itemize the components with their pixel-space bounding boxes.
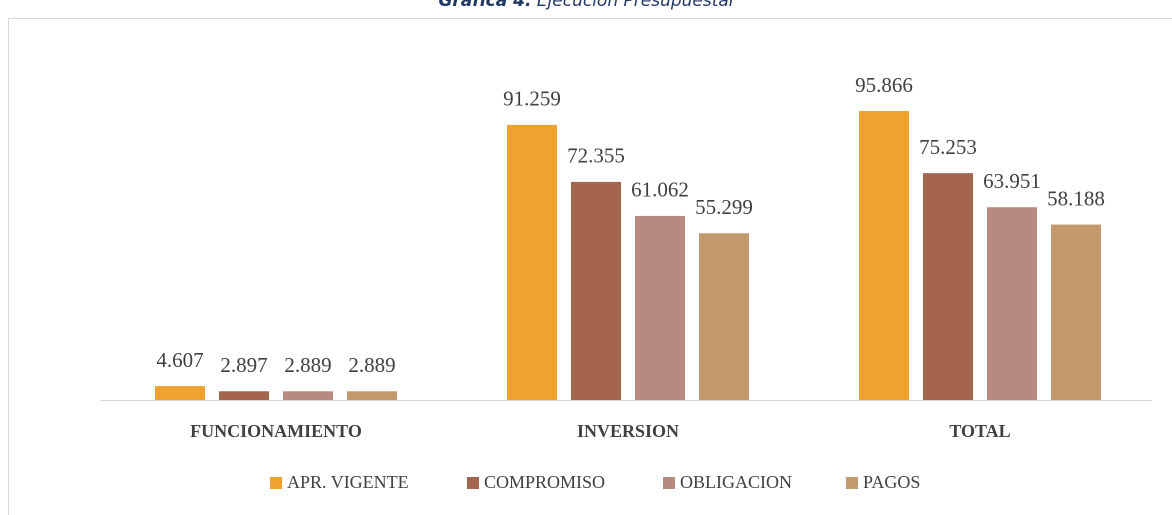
x-tick-label: TOTAL (949, 421, 1010, 441)
data-label: 4.607 (156, 348, 203, 372)
title-prefix: Gráfica 4. (438, 0, 531, 11)
title-text: Ejecución Presupuestal (537, 0, 734, 11)
legend-label: COMPROMISO (484, 472, 605, 492)
data-label: 91.259 (503, 87, 561, 111)
data-label: 95.866 (855, 73, 913, 97)
x-tick-label: FUNCIONAMIENTO (190, 421, 362, 441)
bar (635, 215, 685, 400)
bar (923, 173, 973, 400)
data-label: 72.355 (567, 144, 625, 168)
data-label: 2.897 (220, 353, 267, 377)
bar (571, 181, 621, 400)
legend-swatch (846, 477, 858, 489)
legend-swatch (270, 477, 282, 489)
data-label: 2.889 (284, 353, 331, 377)
bar (859, 111, 909, 400)
data-label: 63.951 (983, 169, 1041, 193)
legend-label: OBLIGACION (680, 472, 792, 492)
bar (1051, 224, 1101, 400)
data-label: 61.062 (631, 178, 689, 202)
chart-border (8, 18, 1172, 515)
bar (283, 391, 333, 400)
bar (987, 207, 1037, 400)
data-label: 55.299 (695, 195, 753, 219)
bar (347, 391, 397, 400)
bar (219, 391, 269, 400)
chart-title: Gráfica 4. Ejecución Presupuestal (438, 0, 733, 11)
data-label: 2.889 (348, 353, 395, 377)
bar (699, 233, 749, 400)
legend-label: APR. VIGENTE (287, 472, 409, 492)
bar (507, 124, 557, 401)
data-label: 58.188 (1047, 186, 1105, 210)
legend-swatch (663, 477, 675, 489)
data-label: 75.253 (919, 135, 977, 159)
bar (155, 386, 205, 400)
legend-label: PAGOS (863, 472, 920, 492)
x-tick-label: INVERSION (577, 421, 679, 441)
legend-swatch (467, 477, 479, 489)
